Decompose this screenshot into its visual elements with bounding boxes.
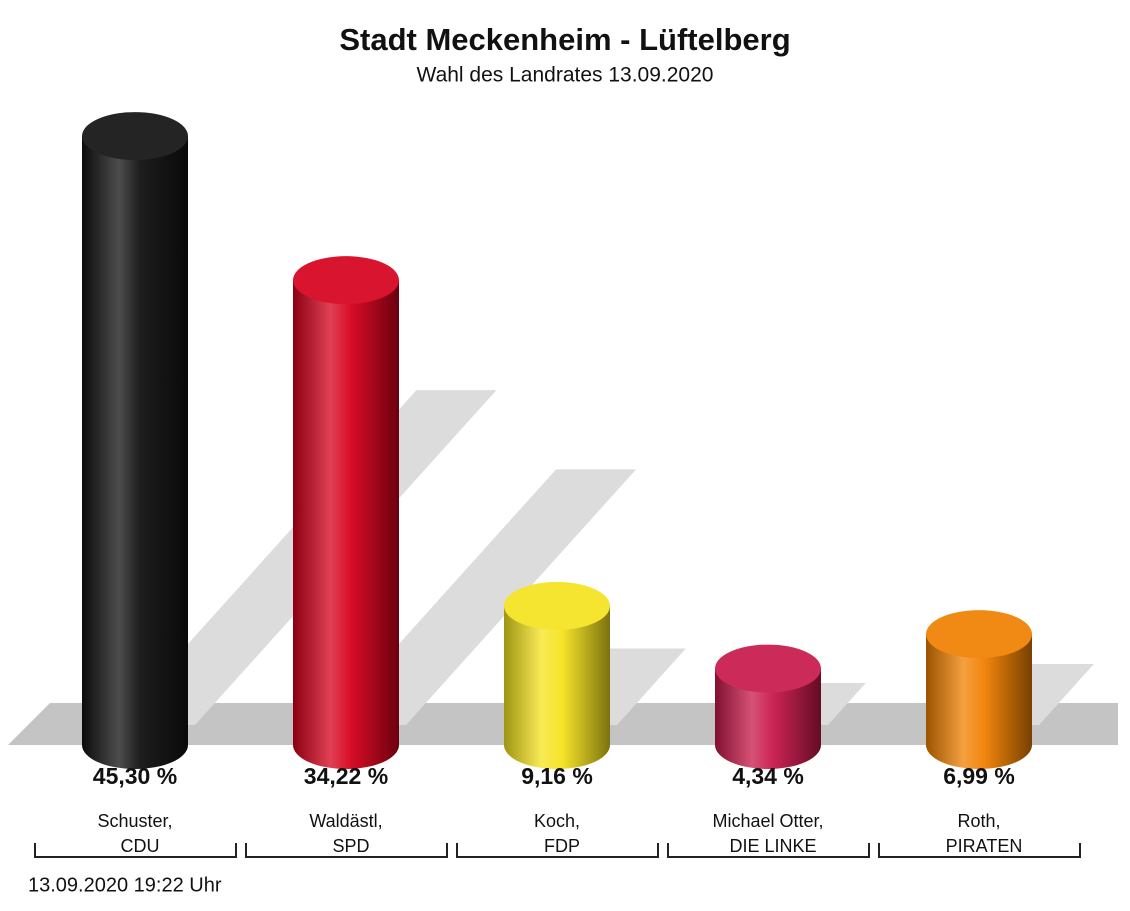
chart-subtitle: Wahl des Landrates 13.09.2020 xyxy=(417,64,714,87)
category-label: Koch, xyxy=(534,811,580,831)
category-label: CDU xyxy=(121,836,160,856)
bar xyxy=(715,668,821,769)
value-label: 9,16 % xyxy=(521,763,593,789)
category-label: SPD xyxy=(332,836,369,856)
value-label: 6,99 % xyxy=(943,763,1015,789)
bar-top xyxy=(715,644,821,693)
bar xyxy=(82,136,188,770)
bar xyxy=(504,605,610,769)
category-bracket xyxy=(34,843,237,858)
chart-title: Stadt Meckenheim - Lüftelberg xyxy=(339,22,790,57)
value-label: 34,22 % xyxy=(304,763,388,789)
category-label: DIE LINKE xyxy=(729,836,816,856)
category-label: Michael Otter, xyxy=(712,811,823,831)
bar-top xyxy=(82,112,188,161)
bar-shadow xyxy=(326,469,637,725)
bar-top xyxy=(926,610,1032,659)
category-bracket xyxy=(245,843,448,858)
bar xyxy=(293,280,399,769)
category-bracket xyxy=(878,843,1081,858)
category-bracket xyxy=(456,843,659,858)
category-label: PIRATEN xyxy=(946,836,1023,856)
category-label: Schuster, xyxy=(97,811,172,831)
value-label: 45,30 % xyxy=(93,763,177,789)
category-label: Roth, xyxy=(957,811,1000,831)
bar-top xyxy=(293,256,399,305)
category-label: Waldästl, xyxy=(309,811,382,831)
timestamp: 13.09.2020 19:22 Uhr xyxy=(28,874,222,896)
category-label: FDP xyxy=(544,836,580,856)
bar xyxy=(926,634,1032,769)
bar-top xyxy=(504,581,610,630)
value-label: 4,34 % xyxy=(732,763,804,789)
category-bracket xyxy=(667,843,870,858)
